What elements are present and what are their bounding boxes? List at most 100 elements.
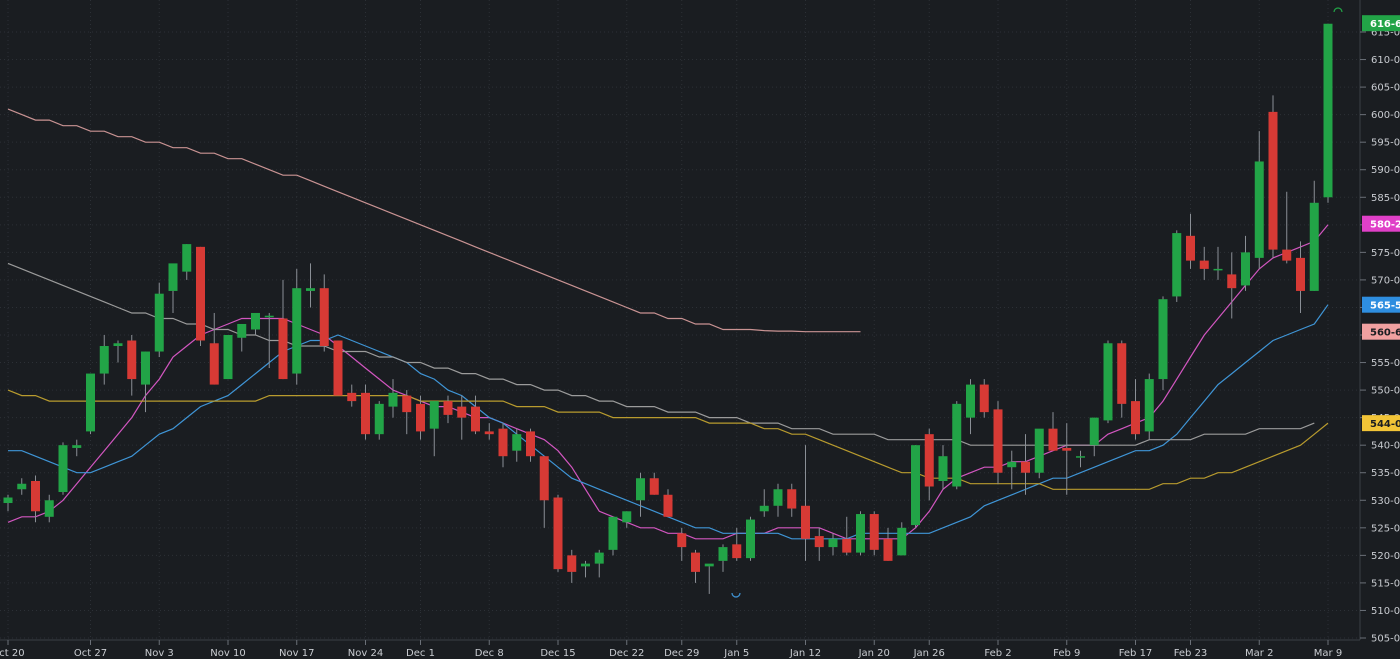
candle bbox=[966, 379, 975, 435]
candle-body-down bbox=[649, 478, 659, 495]
candle bbox=[113, 340, 123, 363]
y-tick-label: 540-0 bbox=[1371, 441, 1400, 452]
price-tag: 560-6 bbox=[1362, 323, 1400, 340]
candle bbox=[856, 511, 865, 556]
candle bbox=[484, 423, 494, 440]
candle-body-up bbox=[113, 343, 123, 347]
price-tag-label: 544-0 bbox=[1370, 419, 1400, 430]
candle bbox=[31, 475, 40, 523]
swing-markers bbox=[731, 7, 1343, 598]
candle-body-down bbox=[1021, 461, 1030, 473]
ma-line-4 bbox=[7, 108, 861, 333]
y-tick-label: 525-0 bbox=[1371, 523, 1400, 534]
candle bbox=[567, 549, 577, 583]
candle bbox=[209, 312, 219, 385]
candle bbox=[182, 244, 192, 280]
x-tick-label: Jan 26 bbox=[913, 648, 945, 659]
x-tick-label: Jan 5 bbox=[723, 648, 749, 659]
candle-body-down bbox=[663, 494, 673, 517]
price-tag: 565-5 bbox=[1362, 296, 1400, 313]
candle-body-up bbox=[704, 563, 714, 567]
candle bbox=[539, 456, 549, 528]
candle-body-down bbox=[333, 340, 343, 396]
candle bbox=[581, 560, 590, 578]
candle-body-up bbox=[3, 497, 13, 504]
candle-body-down bbox=[1131, 401, 1140, 435]
candle bbox=[141, 351, 150, 413]
candle bbox=[333, 340, 343, 396]
candle-body-down bbox=[347, 392, 357, 402]
candle-body-up bbox=[1172, 233, 1182, 297]
candle-body-up bbox=[251, 312, 260, 330]
candle-body-down bbox=[787, 489, 797, 509]
candle bbox=[869, 511, 879, 556]
candle-body-up bbox=[1144, 379, 1154, 432]
candle-body-down bbox=[31, 480, 40, 512]
candle bbox=[402, 390, 412, 435]
y-tick-label: 530-0 bbox=[1371, 496, 1400, 507]
candle bbox=[457, 395, 467, 440]
candle-body-up bbox=[1103, 343, 1113, 421]
candle bbox=[471, 395, 480, 435]
candle bbox=[1241, 235, 1250, 291]
candle bbox=[168, 263, 178, 313]
candle-body-up bbox=[1254, 161, 1264, 258]
candle bbox=[1089, 417, 1099, 457]
moving-averages bbox=[7, 108, 1329, 540]
candle bbox=[842, 516, 852, 556]
price-tag-box bbox=[1362, 296, 1400, 313]
price-tag-box bbox=[1362, 215, 1400, 232]
candle bbox=[1296, 241, 1305, 313]
candle-body-up bbox=[911, 445, 920, 526]
candle bbox=[416, 395, 425, 440]
x-tick-label: Nov 24 bbox=[348, 648, 383, 659]
candle bbox=[306, 263, 315, 308]
candle-body-up bbox=[897, 527, 907, 556]
candle-body-up bbox=[828, 538, 838, 548]
candle bbox=[361, 384, 370, 440]
candle bbox=[814, 527, 824, 561]
candle bbox=[1172, 230, 1182, 302]
y-tick-label: 600-0 bbox=[1371, 110, 1400, 121]
candle bbox=[608, 516, 618, 556]
candle bbox=[1103, 340, 1113, 424]
candle-body-down bbox=[1186, 235, 1195, 261]
candle-body-up bbox=[86, 373, 95, 432]
candle-body-up bbox=[154, 293, 164, 352]
candle-body-down bbox=[1268, 111, 1278, 250]
candle bbox=[553, 494, 563, 572]
candle bbox=[911, 445, 920, 528]
x-tick-label: Dec 29 bbox=[664, 648, 699, 659]
candle bbox=[704, 563, 714, 594]
candle bbox=[979, 379, 989, 418]
x-tick-label: Mar 2 bbox=[1245, 648, 1273, 659]
y-tick-label: 555-0 bbox=[1371, 358, 1400, 369]
price-tag: 616-6 bbox=[1362, 15, 1400, 32]
x-tick-label: Dec 15 bbox=[540, 648, 575, 659]
candle bbox=[759, 489, 769, 517]
candle bbox=[594, 549, 604, 578]
candle bbox=[1021, 434, 1030, 495]
y-tick-label: 595-0 bbox=[1371, 138, 1400, 149]
candle bbox=[993, 401, 1003, 484]
candle-body-down bbox=[443, 401, 453, 415]
candle-body-up bbox=[938, 456, 948, 481]
candle-body-up bbox=[1241, 252, 1250, 286]
y-tick-label: 590-0 bbox=[1371, 165, 1400, 176]
candle bbox=[636, 472, 645, 517]
candle-body-down bbox=[196, 246, 205, 341]
candle-body-up bbox=[58, 445, 68, 493]
y-tick-label: 535-0 bbox=[1371, 468, 1400, 479]
candle-body-down bbox=[471, 406, 480, 432]
time-axis[interactable]: Oct 20 Oct 27 Nov 3 Nov 10 Nov 17 Nov 24 Dec 1… bbox=[0, 640, 1342, 659]
x-tick-label: Feb 17 bbox=[1119, 648, 1153, 659]
y-tick-label: 510-0 bbox=[1371, 606, 1400, 617]
candle-body-down bbox=[553, 497, 563, 570]
candle-body-down bbox=[869, 514, 879, 550]
candle bbox=[99, 335, 109, 385]
candle-body-up bbox=[223, 335, 233, 380]
candle bbox=[17, 478, 27, 495]
candle bbox=[154, 282, 164, 358]
